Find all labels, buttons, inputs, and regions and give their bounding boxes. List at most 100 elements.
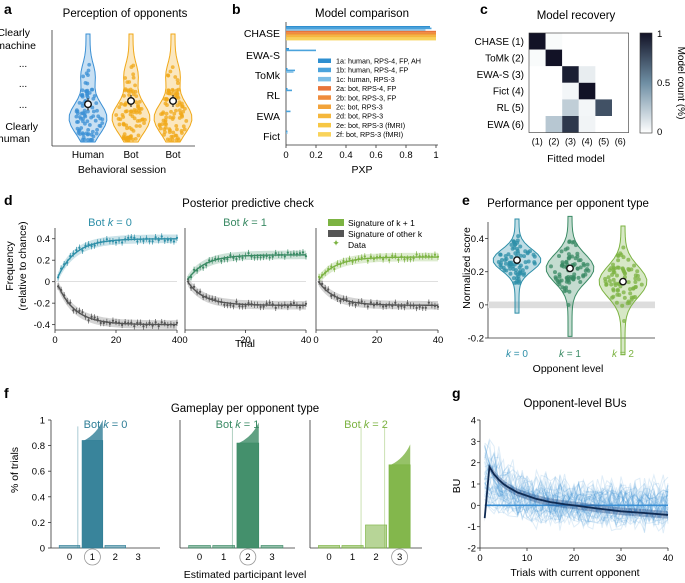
f-xtick-2-2: 2: [373, 552, 378, 563]
d-data-point: [415, 253, 418, 256]
d-data-point: [169, 323, 172, 326]
f-xtick-0-3: 3: [136, 552, 141, 563]
b-xlabel: PXP: [351, 164, 372, 176]
d-data-point: [63, 263, 66, 266]
d-data-point: [418, 305, 421, 308]
c-cell-1-0: [529, 49, 546, 67]
e-point: [570, 240, 575, 245]
d-data-point: [366, 259, 369, 262]
d-data-point: [292, 301, 295, 305]
panel-b-bars: [286, 26, 436, 134]
e-point: [566, 252, 571, 257]
g-ytick-0: 4: [471, 416, 476, 427]
d-data-point: [214, 298, 217, 301]
d-ylabel: Frequency: [4, 240, 16, 290]
c-cell-0-2: [562, 33, 579, 50]
e-point: [578, 258, 583, 263]
d-data-point: [415, 306, 418, 309]
b-bar-0-2: [286, 29, 426, 31]
a-point: [85, 92, 90, 97]
a-mean-marker-1: [126, 96, 135, 105]
e-point: [526, 259, 531, 264]
a-point: [123, 76, 128, 80]
d-data-point: [148, 239, 151, 243]
a-point: [90, 105, 95, 110]
c-cell-5-4: [595, 116, 612, 133]
d-data-point: [412, 304, 415, 307]
d-data-point: [87, 319, 90, 322]
f-subplot-2: Bot k = 2 0 1 2 3: [309, 419, 422, 566]
a-point: [164, 115, 169, 120]
g-individual-line: [484, 484, 669, 506]
d-data-point: [259, 256, 262, 259]
b-bar-0-6: [286, 35, 436, 38]
b-bar-4-1: [286, 110, 291, 113]
d-data-point: [121, 241, 124, 244]
f-xtick-2-0: 0: [326, 552, 331, 563]
d-data-point: [342, 297, 345, 300]
f-bar-cap-1: [238, 422, 259, 444]
d-data-point: [391, 304, 394, 308]
d-data-point: [286, 305, 289, 308]
d-ytick-1: 0.2: [37, 256, 50, 267]
a-point: [77, 100, 82, 105]
d-legend-signature: Signature of k + 1: [348, 218, 415, 228]
g-mean-line: [483, 464, 669, 519]
b-category-3: RL: [267, 90, 281, 102]
d-data-point: [360, 256, 363, 259]
d-ytick-2: 0: [45, 277, 50, 288]
d-data-point: [330, 294, 333, 297]
d-sub-title-1: Bot k = 1: [223, 217, 267, 229]
d-xtick-2-1: 20: [372, 335, 383, 346]
e-point: [516, 280, 521, 285]
d-data-point: [211, 259, 214, 262]
a-point: [136, 105, 141, 110]
e-point: [626, 280, 631, 285]
d-data-point: [102, 321, 105, 325]
e-point: [509, 242, 514, 247]
d-data-point: [139, 321, 142, 324]
d-subplot-2: 0 20 40: [313, 228, 443, 346]
e-point: [576, 275, 581, 280]
c-cell-0-5: [612, 33, 629, 50]
e-xtick-0: k = 0: [506, 349, 528, 360]
a-point: [95, 127, 99, 132]
d-data-point: [298, 306, 302, 309]
e-point: [514, 268, 519, 273]
d-data-point: [229, 254, 232, 257]
d-data-point: [81, 249, 84, 252]
d-data-point: [136, 321, 139, 324]
a-point: [129, 109, 134, 114]
d-data-point: [397, 258, 400, 261]
d-data-point: [72, 309, 75, 312]
d-data-point: [223, 258, 226, 261]
e-xtick-k-0: k: [506, 349, 512, 360]
c-cell-5-2: [562, 116, 579, 133]
d-data-point: [99, 240, 102, 244]
e-point: [618, 251, 623, 256]
e-point: [516, 274, 521, 279]
d-data-point: [72, 252, 75, 255]
c-cell-3-5: [612, 82, 629, 100]
panel-a: a Perception of opponents Clearly a mach…: [0, 1, 195, 176]
d-data-point: [256, 256, 259, 259]
e-point: [562, 286, 567, 291]
a-point: [163, 125, 168, 130]
d-data-point: [205, 295, 208, 298]
a-point: [126, 137, 131, 142]
d-data-point: [124, 321, 127, 324]
a-point: [130, 137, 135, 142]
a-xlabel: Behavioral session: [78, 164, 166, 176]
e-point: [517, 265, 522, 270]
b-bar-2-0: [286, 68, 288, 70]
a-point: [118, 117, 123, 122]
e-point: [571, 277, 576, 282]
c-row-label-4: RL (5): [497, 103, 524, 114]
b-legend-label-8: 2f: bot, RPS-3 (fMRI): [336, 130, 403, 139]
d-data-point: [208, 297, 211, 300]
d-data-point: [133, 236, 136, 239]
a-point: [91, 134, 96, 139]
g-individual-line: [484, 442, 669, 534]
a-point: [136, 133, 141, 138]
g-individual-line: [484, 456, 669, 514]
